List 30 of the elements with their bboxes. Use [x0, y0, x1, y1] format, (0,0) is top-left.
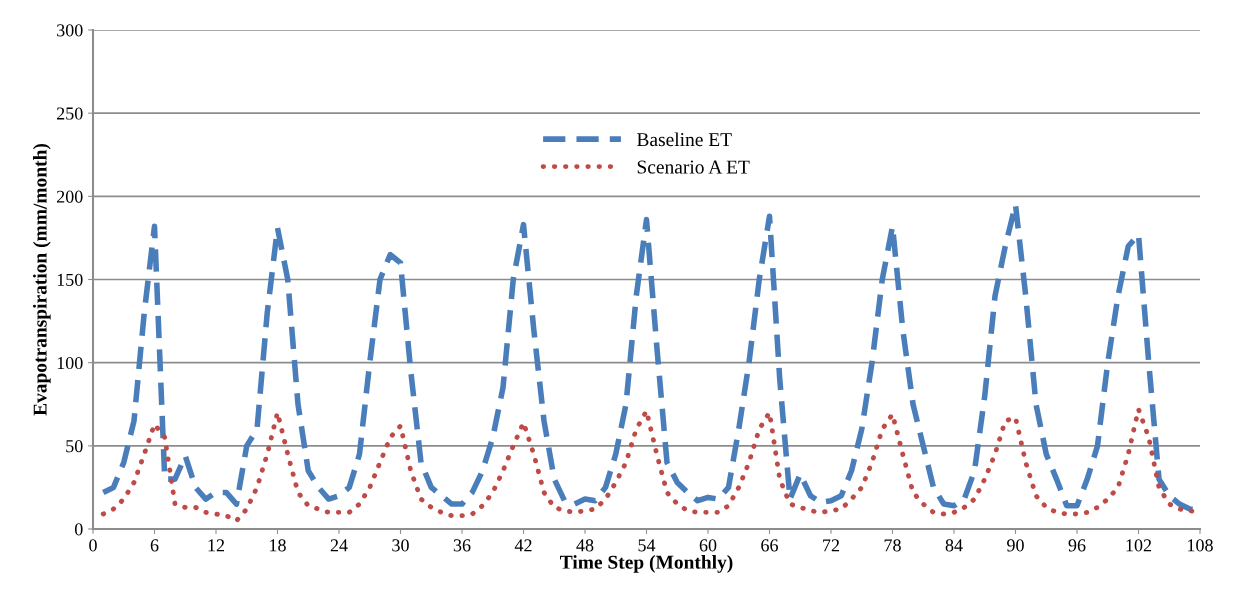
- y-tick-label: 200: [56, 190, 83, 203]
- y-tick-label: 0: [74, 523, 83, 536]
- x-tick-label: 90: [1007, 539, 1024, 552]
- x-tick-label: 0: [89, 539, 97, 552]
- legend-label: Scenario A ET: [637, 160, 750, 174]
- x-tick-label: 60: [699, 539, 717, 552]
- x-tick-label: 6: [150, 539, 159, 552]
- y-tick-label: 100: [57, 356, 83, 370]
- x-tick-label: 66: [761, 539, 778, 552]
- x-tick-label: 36: [453, 539, 471, 552]
- x-tick-label: 30: [392, 539, 409, 552]
- y-tick-label: 250: [56, 107, 83, 120]
- x-tick-label: 18: [270, 539, 286, 552]
- x-tick-label: 48: [576, 539, 594, 552]
- legend-label: Baseline ET: [637, 132, 732, 147]
- y-tick-label: 300: [57, 24, 83, 37]
- x-tick-label: 102: [1126, 539, 1152, 552]
- y-tick-label: 50: [66, 440, 83, 453]
- y-axis-title: Evapotranspiration (mm/month): [33, 143, 51, 416]
- y-tick-label: 150: [57, 273, 83, 286]
- x-tick-label: 24: [330, 539, 348, 552]
- x-tick-label: 108: [1188, 539, 1213, 552]
- x-tick-label: 54: [638, 539, 656, 552]
- x-axis-title: Time Step (Monthly): [560, 555, 733, 573]
- x-tick-label: 42: [514, 539, 532, 552]
- x-tick-label: 72: [823, 539, 840, 552]
- x-tick-label: 84: [945, 539, 963, 552]
- x-tick-label: 78: [884, 539, 901, 552]
- x-tick-label: 96: [1068, 539, 1086, 552]
- x-tick-label: 12: [208, 539, 225, 552]
